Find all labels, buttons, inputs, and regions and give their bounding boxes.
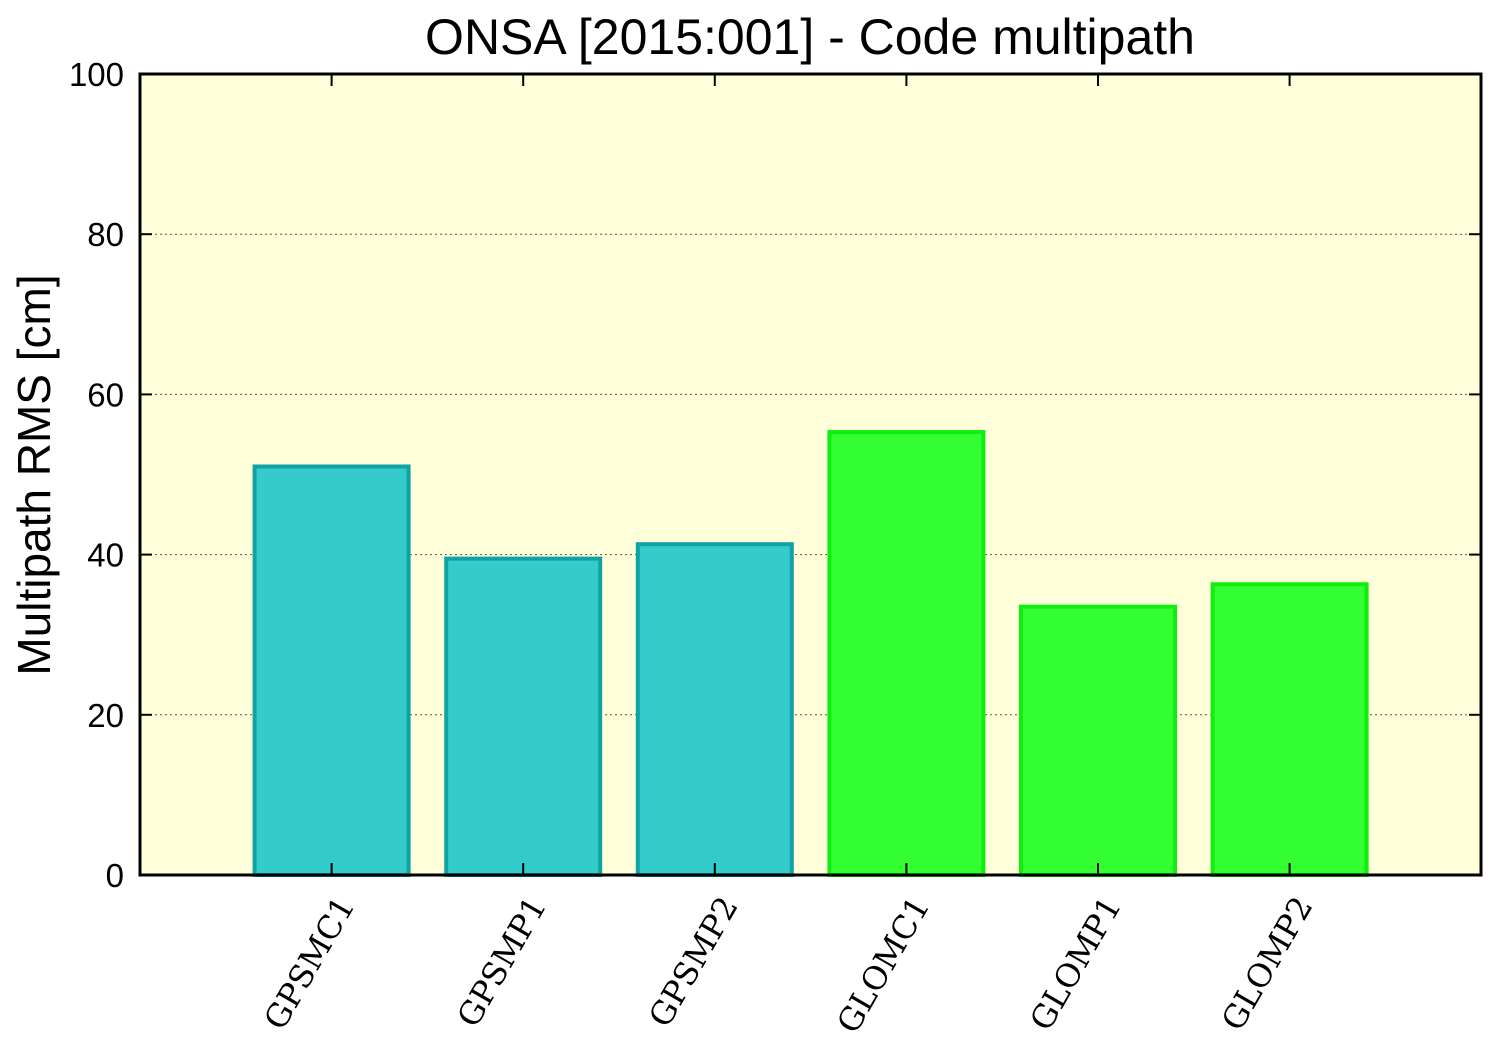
x-tick-label: GPSMC1: [256, 890, 362, 1036]
bar-gpsmp1: [444, 556, 603, 877]
plot-frame: [138, 72, 1483, 877]
x-tick-labels: GPSMC1 GPSMP1 GPSMP2 GLOMC1 GLOMP1 GLOMP2: [256, 890, 1320, 1039]
y-tick-label: 100: [69, 56, 124, 93]
bar-gpsmc1: [252, 464, 411, 877]
y-axis-label: Multipath RMS [cm]: [8, 274, 60, 675]
bars: [252, 430, 1369, 877]
y-tick-labels: 0 20 40 60 80 100: [69, 56, 124, 894]
bar-glomp1: [1019, 604, 1177, 877]
y-tick-label: 80: [87, 216, 124, 253]
y-tick-label: 40: [87, 537, 124, 574]
x-tick-label: GPSMP2: [641, 890, 746, 1033]
x-tick-label: GLOMP1: [1022, 890, 1129, 1037]
x-tick-label: GPSMP1: [449, 890, 554, 1033]
bar-glomp2: [1210, 582, 1369, 877]
x-tick-label: GLOMC1: [829, 890, 937, 1039]
chart-title: ONSA [2015:001] - Code multipath: [425, 9, 1195, 65]
bar-glomc1: [827, 430, 986, 877]
y-tick-label: 0: [106, 857, 124, 894]
axis-ticks: [140, 73, 1481, 876]
x-tick-label: GLOMP2: [1214, 890, 1321, 1037]
y-tick-label: 20: [87, 697, 124, 734]
grid-lines: [140, 233, 1481, 716]
bar-gpsmp2: [635, 542, 794, 877]
y-tick-label: 60: [87, 376, 124, 413]
